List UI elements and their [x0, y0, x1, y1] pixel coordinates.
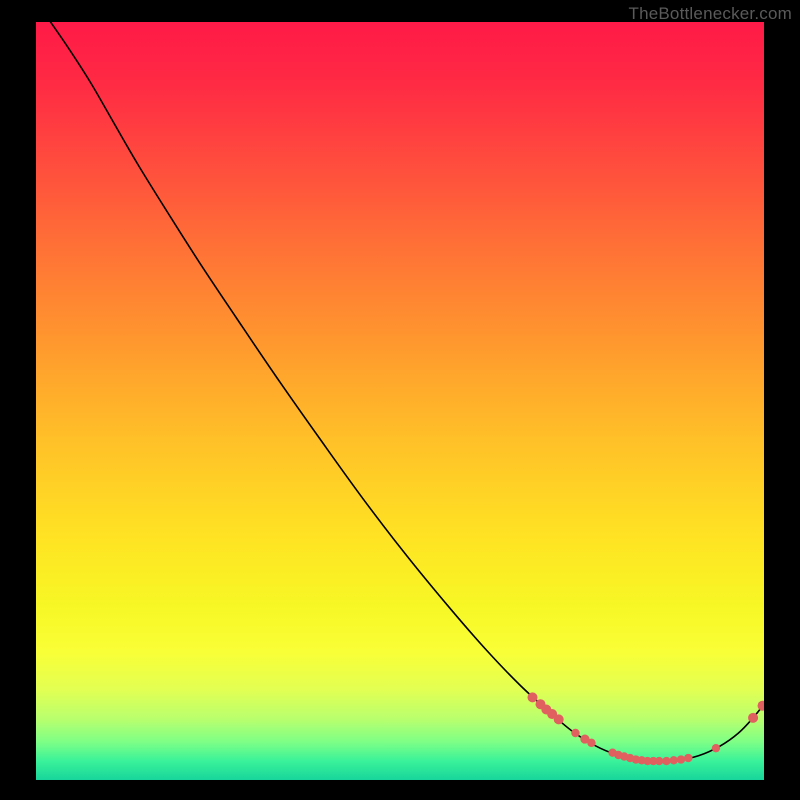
data-marker [662, 757, 670, 765]
gradient-background [36, 22, 764, 780]
data-marker [748, 713, 758, 723]
gradient-plot [36, 22, 764, 780]
data-marker [684, 754, 692, 762]
data-marker [528, 692, 538, 702]
data-marker [712, 744, 720, 752]
data-marker [587, 739, 595, 747]
chart-canvas: TheBottlenecker.com [0, 0, 800, 800]
data-marker [670, 756, 678, 764]
attribution-label: TheBottlenecker.com [629, 4, 793, 24]
data-marker [571, 729, 579, 737]
data-marker [554, 714, 564, 724]
data-marker [655, 757, 663, 765]
data-marker [677, 755, 685, 763]
plot-svg [36, 22, 764, 780]
